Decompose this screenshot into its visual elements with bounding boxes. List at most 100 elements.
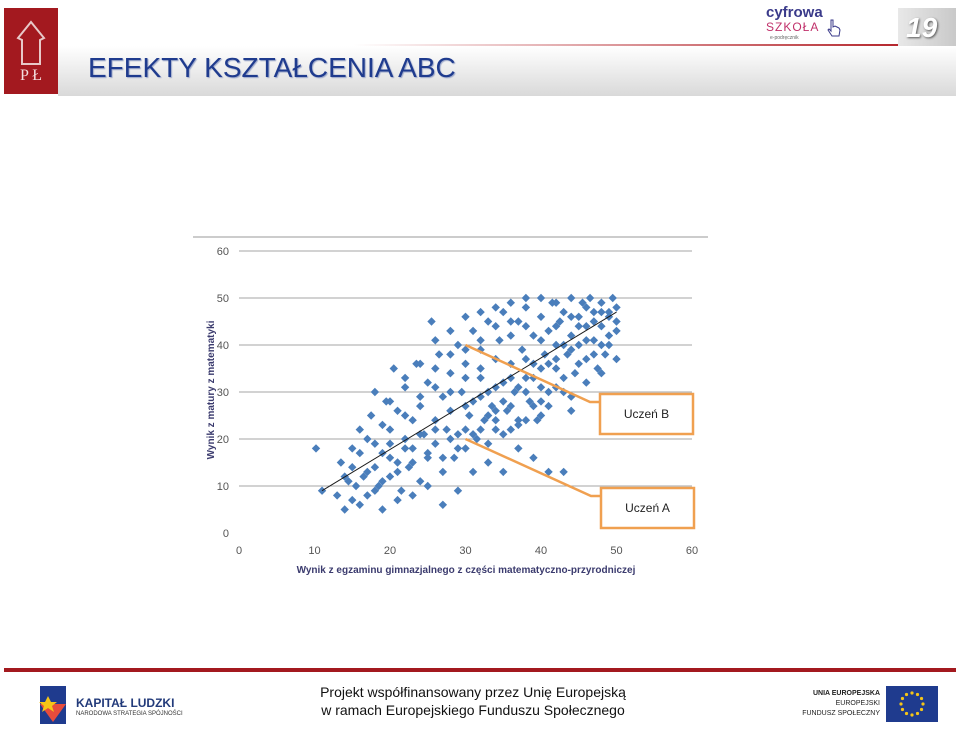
data-point xyxy=(340,505,349,514)
data-point xyxy=(574,322,583,331)
data-point xyxy=(393,406,402,415)
data-point xyxy=(366,411,376,420)
data-point xyxy=(457,387,466,397)
data-point xyxy=(529,401,538,411)
data-point xyxy=(378,477,387,486)
data-point xyxy=(510,387,519,397)
data-point xyxy=(597,340,606,350)
data-point xyxy=(431,383,440,392)
annotation-label: Uczeń B xyxy=(624,407,669,421)
data-point xyxy=(453,340,463,350)
data-point xyxy=(529,373,538,383)
data-point xyxy=(483,317,493,326)
data-point xyxy=(393,495,402,505)
data-point xyxy=(483,458,493,467)
data-point xyxy=(483,387,493,397)
data-point xyxy=(514,420,523,430)
data-point xyxy=(404,463,414,472)
data-point xyxy=(551,322,561,331)
data-point xyxy=(521,373,531,383)
eu-star xyxy=(910,713,914,717)
eu-star xyxy=(899,702,903,706)
data-point xyxy=(574,312,583,321)
kapital-ludzki-title: KAPITAŁ LUDZKI xyxy=(76,696,175,710)
footer-line-1: Projekt współfinansowany przez Unię Euro… xyxy=(320,684,626,700)
data-point xyxy=(487,401,497,411)
data-point xyxy=(378,505,387,514)
data-point xyxy=(423,481,432,491)
data-point xyxy=(370,387,380,397)
data-point xyxy=(574,359,583,368)
data-point xyxy=(506,425,515,434)
data-point xyxy=(567,392,576,401)
data-point xyxy=(612,354,621,364)
brand-line-1: cyfrowa xyxy=(766,4,823,21)
data-point xyxy=(416,359,425,368)
data-point xyxy=(544,326,553,336)
data-point xyxy=(597,298,606,307)
data-point xyxy=(578,298,587,307)
data-point xyxy=(461,312,470,321)
data-point xyxy=(536,336,546,345)
data-point xyxy=(521,322,531,331)
data-point xyxy=(597,307,606,317)
data-point xyxy=(525,397,534,406)
hand-pointer-icon xyxy=(827,19,841,37)
data-point xyxy=(348,495,357,505)
data-point xyxy=(495,336,504,345)
data-point xyxy=(348,444,357,453)
page-number: 19 xyxy=(906,12,938,43)
data-point xyxy=(385,425,395,434)
data-point xyxy=(563,350,572,359)
data-point xyxy=(400,373,410,383)
data-point xyxy=(551,340,561,350)
data-point xyxy=(363,467,372,477)
data-point xyxy=(491,322,500,331)
data-point xyxy=(582,303,591,312)
data-point xyxy=(363,491,372,500)
data-point xyxy=(570,369,580,378)
data-point xyxy=(597,369,606,378)
data-point xyxy=(567,345,576,354)
data-point xyxy=(612,303,621,312)
brand-line-3: e-podręcznik xyxy=(770,35,799,41)
logo-letters: P Ł xyxy=(20,67,42,84)
data-point xyxy=(491,383,500,392)
data-point xyxy=(567,312,576,321)
data-point xyxy=(476,364,485,373)
data-point xyxy=(370,439,380,448)
data-point xyxy=(536,411,546,420)
data-point xyxy=(491,303,500,312)
data-point xyxy=(502,406,512,415)
data-point xyxy=(449,453,459,462)
data-point xyxy=(593,364,602,373)
data-point xyxy=(355,425,364,434)
data-point xyxy=(438,392,448,401)
data-point xyxy=(385,472,395,481)
data-point xyxy=(446,326,455,336)
data-point xyxy=(427,317,436,326)
x-axis-label: Wynik z egzaminu gimnazjalnego z części … xyxy=(297,565,636,576)
eu-star xyxy=(921,702,925,706)
data-point xyxy=(393,467,402,477)
data-point xyxy=(551,364,561,373)
y-tick-label: 0 xyxy=(223,528,229,540)
data-point xyxy=(514,317,523,326)
data-point xyxy=(416,401,425,411)
data-point xyxy=(461,444,470,453)
data-point xyxy=(461,345,470,354)
data-point xyxy=(506,373,515,383)
data-point xyxy=(431,336,440,345)
data-point xyxy=(446,369,455,378)
data-point xyxy=(506,298,515,307)
data-point xyxy=(438,453,448,462)
data-point xyxy=(468,397,478,406)
y-tick-label: 10 xyxy=(217,481,229,493)
data-point xyxy=(453,486,463,495)
data-point xyxy=(423,448,432,458)
data-point xyxy=(521,293,531,303)
eu-star xyxy=(900,696,905,701)
data-point xyxy=(400,383,410,392)
data-point xyxy=(529,359,538,368)
data-point xyxy=(423,378,432,387)
